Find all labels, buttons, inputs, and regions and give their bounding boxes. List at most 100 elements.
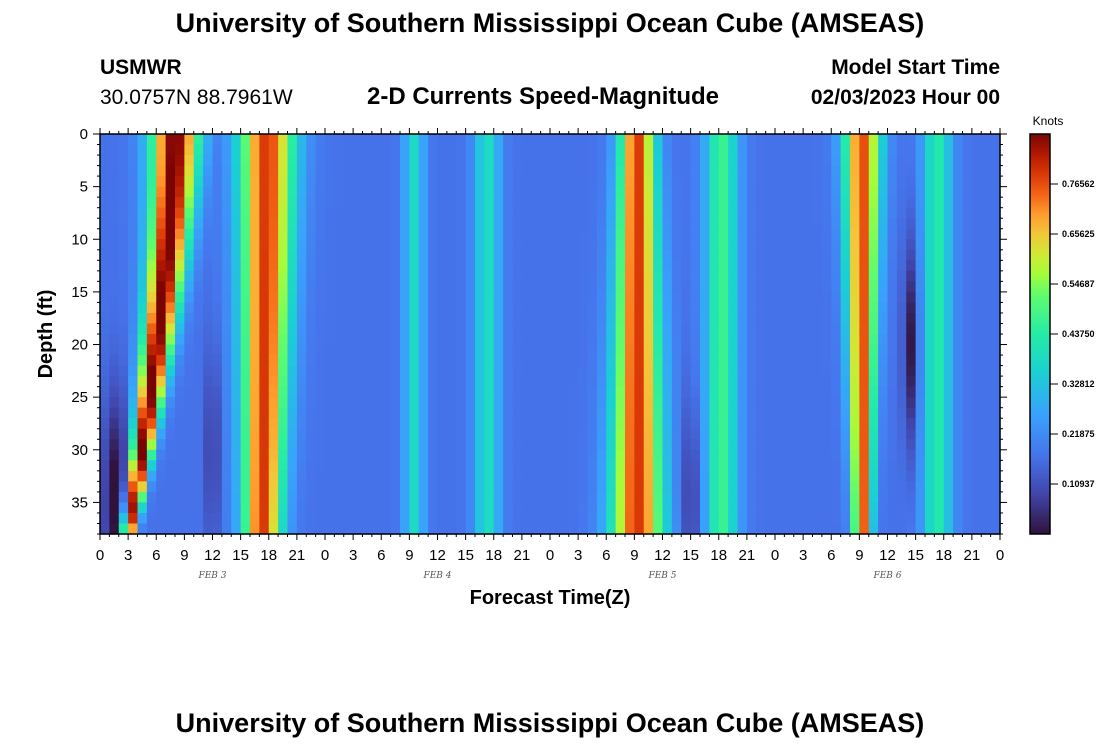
heatmap-cell [671, 491, 682, 504]
heatmap-cell [465, 312, 476, 325]
heatmap-cell [990, 376, 1001, 388]
heatmap-cell [765, 397, 776, 409]
heatmap-cell [634, 312, 645, 325]
heatmap-cell [859, 323, 870, 335]
heatmap-cell [306, 312, 317, 325]
heatmap-cell [446, 144, 457, 156]
heatmap-cell [587, 418, 598, 430]
heatmap-cell [671, 281, 682, 293]
day-label: FEB 3 [197, 571, 226, 581]
heatmap-cell [690, 470, 701, 482]
heatmap-cell [456, 502, 467, 514]
heatmap-cell [334, 218, 345, 230]
heatmap-cell [962, 502, 973, 514]
heatmap-cell [634, 428, 645, 440]
heatmap-cell [793, 397, 804, 409]
heatmap-cell [887, 176, 898, 188]
heatmap-cell [709, 481, 720, 493]
heatmap-cell [793, 323, 804, 335]
heatmap-cell [915, 386, 926, 398]
heatmap-cell [456, 376, 467, 388]
heatmap-cell [878, 365, 889, 377]
heatmap-cell [943, 176, 954, 188]
heatmap-cell [775, 470, 785, 482]
heatmap-cell [306, 176, 317, 188]
heatmap-cell [362, 218, 373, 230]
heatmap-cell [465, 491, 476, 504]
heatmap-cell [812, 334, 823, 346]
heatmap-cell [896, 144, 907, 156]
heatmap-cell [831, 176, 842, 188]
heatmap-cell [259, 502, 270, 514]
heatmap-cell [231, 302, 242, 314]
heatmap-cell [821, 281, 832, 293]
heatmap-cell [531, 355, 542, 367]
heatmap-cell [512, 218, 523, 230]
heatmap-cell [887, 228, 898, 240]
heatmap-cell [821, 355, 832, 367]
heatmap-cell [700, 239, 710, 251]
heatmap-cell [568, 386, 579, 398]
heatmap-cell [990, 218, 1001, 230]
heatmap-cell [850, 386, 860, 398]
heatmap-cell [456, 144, 467, 156]
heatmap-cell [409, 470, 420, 482]
heatmap-cell [587, 155, 598, 167]
heatmap-cell [212, 344, 223, 356]
heatmap-cell [268, 449, 279, 461]
heatmap-cell [765, 481, 776, 493]
heatmap-cell [643, 470, 654, 482]
heatmap-cell [146, 165, 157, 177]
heatmap-cell [784, 523, 795, 535]
heatmap-cell [906, 323, 917, 335]
heatmap-cell [165, 397, 176, 409]
heatmap-cell [100, 397, 110, 409]
heatmap-cell [446, 397, 457, 409]
heatmap-cell [118, 260, 129, 272]
heatmap-cell [437, 502, 448, 514]
heatmap-cell [718, 207, 729, 219]
heatmap-cell [728, 376, 739, 388]
heatmap-cell [671, 460, 682, 472]
heatmap-cell [840, 376, 851, 388]
heatmap-cell [962, 344, 973, 356]
heatmap-cell [728, 155, 739, 167]
heatmap-cell [362, 302, 373, 314]
heatmap-cell [568, 355, 579, 367]
heatmap-cell [184, 218, 195, 230]
heatmap-cell [137, 386, 148, 398]
heatmap-cell [737, 491, 748, 504]
heatmap-cell [840, 281, 851, 293]
heatmap-cell [718, 418, 729, 430]
heatmap-cell [371, 260, 382, 272]
heatmap-cell [718, 334, 729, 346]
heatmap-cell [625, 207, 635, 219]
heatmap-cell [278, 218, 289, 230]
heatmap-cell [212, 481, 223, 493]
heatmap-cell [334, 481, 345, 493]
heatmap-cell [868, 407, 879, 419]
heatmap-cell [428, 439, 439, 451]
heatmap-cell [212, 134, 223, 146]
heatmap-cell [446, 449, 457, 461]
heatmap-cell [456, 439, 467, 451]
heatmap-cell [381, 428, 392, 440]
heatmap-cell [118, 302, 129, 314]
heatmap-cell [775, 418, 785, 430]
heatmap-cell [756, 134, 767, 146]
x-tick-label: 21 [514, 547, 531, 564]
heatmap-cell [146, 207, 157, 219]
heatmap-cell [568, 155, 579, 167]
heatmap-cell [934, 207, 945, 219]
heatmap-cell [221, 312, 232, 325]
heatmap-cell [634, 344, 645, 356]
heatmap-cell [259, 207, 270, 219]
heatmap-cell [334, 470, 345, 482]
heatmap-cell [446, 197, 457, 209]
heatmap-cell [540, 365, 551, 377]
heatmap-cell [437, 407, 448, 419]
heatmap-cell [887, 323, 898, 335]
heatmap-cell [287, 186, 298, 198]
heatmap-cell [859, 134, 870, 146]
heatmap-cell [971, 512, 982, 525]
